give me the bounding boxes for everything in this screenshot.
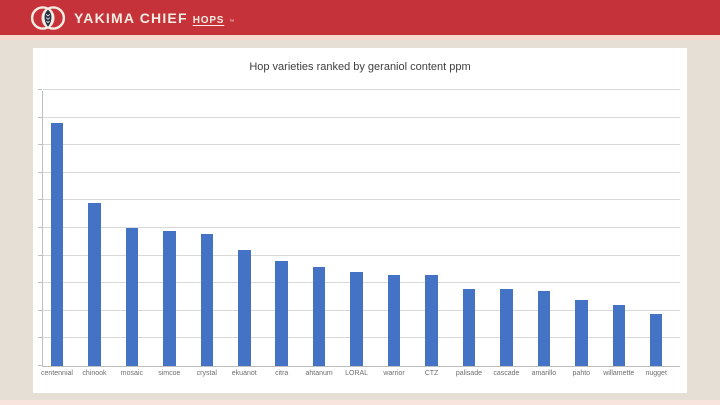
y-axis-tick-mark xyxy=(38,309,42,311)
x-axis-label-cascade: cascade xyxy=(493,370,520,377)
y-axis-tick-mark xyxy=(38,171,42,173)
y-axis-tick-mark xyxy=(38,365,42,366)
logo-text: YAKIMA CHIEF HOPS ™ xyxy=(74,10,234,26)
bar-pahto xyxy=(575,299,588,366)
y-axis-tick-mark xyxy=(38,89,42,90)
bar-willamette xyxy=(612,305,625,366)
bar-LORAL xyxy=(350,272,363,366)
brand-suffix: HOPS xyxy=(193,15,225,26)
x-axis-label-citra: citra xyxy=(275,370,289,377)
y-axis-tick-mark xyxy=(38,227,42,228)
x-axis-label-crystal: crystal xyxy=(196,370,217,377)
gridline xyxy=(43,144,680,146)
trademark-symbol: ™ xyxy=(229,18,235,25)
gridline xyxy=(43,89,680,90)
bar-CTZ xyxy=(425,274,438,366)
y-axis-tick-mark xyxy=(38,337,42,339)
yakima-chief-hops-logo: YAKIMA CHIEF HOPS ™ xyxy=(30,3,234,33)
x-axis-label-mosaic: mosaic xyxy=(120,370,143,377)
bar-palisade xyxy=(462,288,476,366)
bar-ekuanot xyxy=(238,250,251,366)
gridline xyxy=(43,254,680,256)
y-axis-tick-mark xyxy=(38,199,42,201)
y-axis-tick-mark xyxy=(38,254,42,256)
x-axis-label-nugget: nugget xyxy=(645,370,667,377)
bar-cascade xyxy=(500,288,513,366)
plot-area: centennial chinook mosaic simcoe crystal ekua… xyxy=(38,89,680,377)
x-axis-label-warrior: warrior xyxy=(383,370,405,377)
brand-suffix-word: HOPS xyxy=(192,14,225,26)
brand-header: YAKIMA CHIEF HOPS ™ xyxy=(0,0,720,35)
x-axis-label-simcoe: simcoe xyxy=(158,370,181,377)
gridline xyxy=(43,116,680,118)
y-axis-tick-mark xyxy=(38,144,42,146)
bar-ahtanum xyxy=(312,266,326,366)
x-axis-label-pahto: pahto xyxy=(572,370,591,377)
gridline xyxy=(43,171,680,173)
header-accent-strip xyxy=(0,35,720,40)
y-axis-tick-mark xyxy=(38,282,42,284)
bar-chinook xyxy=(88,203,101,366)
bar-citra xyxy=(275,261,288,366)
x-axis-label-amarillo: amarillo xyxy=(531,370,557,377)
bar-mosaic xyxy=(125,228,139,366)
footer-accent-strip xyxy=(0,400,720,405)
gridline xyxy=(43,227,680,228)
bar-crystal xyxy=(200,233,214,366)
brand-name: YAKIMA CHIEF xyxy=(74,9,188,26)
y-axis-tick-mark xyxy=(38,116,42,118)
bar-amarillo xyxy=(537,291,551,366)
x-axis-label-LORAL: LORAL xyxy=(345,370,369,377)
venn-circles-hop-cone-icon xyxy=(30,5,66,30)
chart-title: Hop varieties ranked by geraniol content… xyxy=(249,61,471,73)
bar-simcoe xyxy=(163,230,176,366)
x-axis-label-centennial: centennial xyxy=(41,370,73,377)
bar-nugget xyxy=(649,313,663,366)
x-axis-label-chinook: chinook xyxy=(82,370,107,377)
x-axis-label-CTZ: CTZ xyxy=(424,370,439,377)
x-axis-label-willamette: willamette xyxy=(603,370,635,377)
gridline xyxy=(43,199,680,201)
bar-centennial xyxy=(50,123,64,366)
x-axis-label-palisade: palisade xyxy=(455,370,482,377)
x-axis-label-ahtanum: ahtanum xyxy=(305,370,333,377)
x-axis-label-ekuanot: ekuanot xyxy=(231,370,257,377)
slide-surface: Hop varieties ranked by geraniol content… xyxy=(33,48,687,393)
bar-warrior xyxy=(387,274,401,366)
